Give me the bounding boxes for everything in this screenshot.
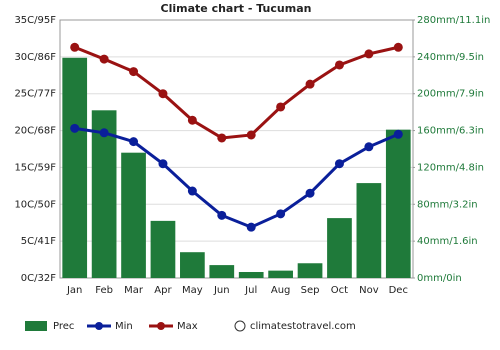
x-tick-label: May (182, 285, 203, 296)
x-tick-label: Jul (244, 285, 257, 296)
bar (209, 265, 235, 278)
line-marker (364, 142, 374, 152)
x-tick-label: Nov (359, 285, 379, 296)
legend-swatch (25, 321, 47, 331)
bar (238, 272, 264, 278)
legend-swatch (157, 322, 165, 330)
y2-tick-label: 160mm/6.3in (417, 126, 484, 137)
x-tick-label: Sep (301, 285, 320, 296)
line-marker (187, 186, 197, 196)
watermark: climatestotravel.com (250, 321, 356, 332)
x-tick-label: Apr (154, 285, 172, 296)
bar (385, 129, 411, 278)
line-marker (158, 159, 168, 169)
y2-tick-label: 40mm/1.6in (417, 236, 478, 247)
y-tick-label: 30C/86F (14, 52, 56, 63)
bar (356, 183, 382, 278)
y-tick-label: 10C/50F (14, 199, 56, 210)
line-marker (393, 129, 403, 139)
bar (327, 218, 352, 278)
line-marker (334, 159, 344, 169)
line-marker (187, 115, 197, 125)
bar (91, 110, 117, 278)
line-marker (364, 49, 374, 59)
x-tick-label: Jan (66, 285, 82, 296)
y2-tick-label: 0mm/0in (417, 273, 462, 284)
y-tick-label: 20C/68F (14, 126, 56, 137)
x-tick-label: Dec (389, 285, 408, 296)
line-marker (393, 42, 403, 52)
line-marker (158, 89, 168, 99)
bar (62, 57, 88, 279)
line-marker (217, 210, 227, 220)
y2-tick-label: 80mm/3.2in (417, 199, 478, 210)
line-marker (129, 137, 139, 147)
watermark-icon (234, 320, 246, 332)
line-marker (217, 133, 227, 143)
x-tick-label: Aug (271, 285, 291, 296)
line-marker (305, 188, 315, 198)
line-marker (305, 79, 315, 89)
line-marker (70, 42, 80, 52)
bar (150, 220, 176, 278)
line (74, 45, 399, 140)
y-tick-label: 0C/32F (21, 273, 56, 284)
y2-tick-label: 280mm/11.1in (417, 15, 490, 26)
line-marker (129, 67, 139, 77)
bar (121, 152, 146, 278)
bar (268, 270, 293, 278)
line-marker (70, 123, 80, 133)
x-tick-label: Oct (331, 285, 348, 296)
legend-label: Min (115, 321, 133, 332)
line-marker (99, 128, 109, 138)
line (74, 126, 399, 229)
legend-label: Prec (53, 321, 74, 332)
y2-tick-label: 200mm/7.9in (417, 89, 484, 100)
bar (180, 252, 205, 278)
plot-frame (59, 19, 414, 279)
x-tick-label: Jun (213, 285, 230, 296)
line-marker (246, 130, 256, 140)
y2-tick-label: 240mm/9.5in (417, 52, 484, 63)
line-marker (334, 60, 344, 70)
x-tick-label: Feb (95, 285, 113, 296)
bar (297, 263, 323, 278)
x-tick-label: Mar (124, 285, 144, 296)
line-marker (246, 222, 256, 232)
y-tick-label: 15C/59F (14, 162, 56, 173)
y2-tick-label: 120mm/4.8in (417, 162, 484, 173)
line-marker (99, 54, 109, 64)
line-marker (276, 102, 286, 112)
y-tick-label: 5C/41F (21, 236, 56, 247)
y-tick-label: 35C/95F (14, 15, 56, 26)
y-tick-label: 25C/77F (14, 89, 56, 100)
legend-swatch (95, 322, 103, 330)
chart-title: Climate chart - Tucuman (161, 2, 312, 15)
legend-label: Max (177, 321, 198, 332)
line-marker (276, 209, 286, 219)
